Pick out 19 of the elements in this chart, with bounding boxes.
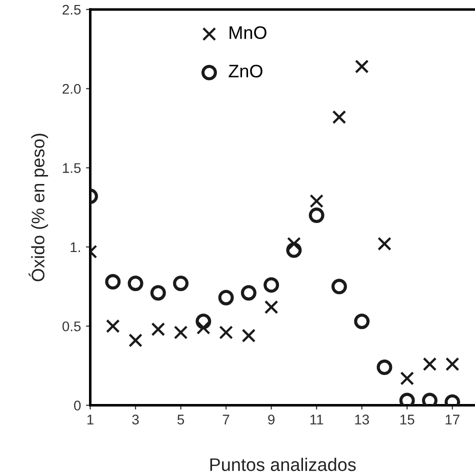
y-tick-label: 2.5 bbox=[62, 4, 81, 15]
x-axis-title: Puntos analizados bbox=[210, 458, 356, 472]
x-tick-label: 11 bbox=[310, 414, 324, 424]
x-tick-label: 3 bbox=[132, 414, 139, 424]
x-tick-label: 7 bbox=[222, 414, 230, 424]
legend-label: MnO bbox=[230, 26, 266, 39]
x-tick-label: 15 bbox=[400, 414, 414, 424]
y-tick-label: 1.5 bbox=[62, 163, 81, 173]
x-tick-label: 9 bbox=[268, 414, 275, 424]
legend-label: ZnO bbox=[228, 64, 262, 78]
x-tick-label: 1 bbox=[87, 414, 94, 424]
x-tick-label: 5 bbox=[177, 414, 184, 424]
y-tick-label: 1. bbox=[70, 242, 80, 252]
y-tick-label: 0 bbox=[74, 400, 81, 410]
x-tick-label: 13 bbox=[355, 414, 369, 424]
y-tick-label: 0.5 bbox=[62, 321, 81, 332]
x-tick-label: 17 bbox=[446, 414, 460, 424]
y-tick-label: 2.0 bbox=[62, 84, 81, 94]
y-axis-title: Óxido (% en peso) bbox=[28, 134, 48, 282]
